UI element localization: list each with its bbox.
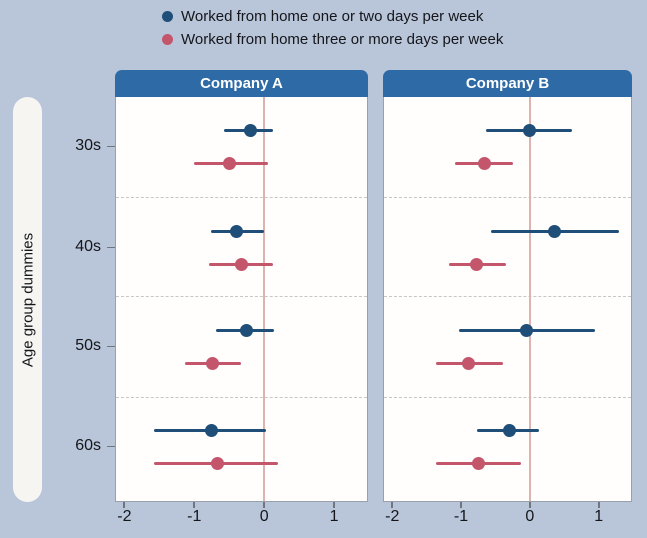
estimate-dot	[470, 257, 484, 271]
estimate-dot	[210, 456, 224, 470]
estimate-dot	[523, 123, 537, 137]
x-tick-mark	[123, 502, 126, 508]
x-tick-mark	[391, 502, 394, 508]
x-tick-mark	[333, 502, 336, 508]
y-tick-mark	[107, 146, 115, 147]
red-dot-icon	[162, 34, 173, 45]
x-tick-label: 1	[594, 508, 604, 525]
estimate-dot	[243, 123, 257, 137]
x-tick-label: 0	[259, 508, 269, 525]
x-tick-mark	[193, 502, 196, 508]
group-separator-line	[384, 397, 631, 398]
estimate-dot	[519, 323, 533, 337]
blue-dot-icon	[162, 11, 173, 22]
estimate-dot	[223, 156, 237, 170]
plot-area-company-b	[383, 97, 632, 502]
group-separator-line	[384, 197, 631, 198]
group-separator-line	[116, 296, 367, 297]
y-tick-label: 50s	[75, 337, 101, 354]
x-tick-label: -2	[117, 508, 132, 525]
legend-label: Worked from home one or two days per wee…	[181, 8, 484, 25]
y-tick-label: 30s	[75, 137, 101, 154]
x-tick-mark	[263, 502, 266, 508]
legend-item-one-two-days: Worked from home one or two days per wee…	[162, 5, 503, 28]
zero-reference-line	[263, 97, 266, 501]
legend-item-three-plus-days: Worked from home three or more days per …	[162, 28, 503, 51]
panel-header-company-b: Company B	[383, 70, 632, 97]
estimate-dot	[472, 456, 486, 470]
estimate-dot	[548, 224, 562, 238]
y-axis-title-pill: Age group dummies	[13, 97, 42, 502]
plot-area-company-a	[115, 97, 368, 502]
y-tick-label: 40s	[75, 238, 101, 255]
y-tick-mark	[107, 247, 115, 248]
y-axis-title: Age group dummies	[19, 232, 36, 367]
y-tick-mark	[107, 346, 115, 347]
x-tick-label: 1	[329, 508, 339, 525]
estimate-dot	[462, 356, 476, 370]
y-tick-mark	[107, 446, 115, 447]
estimate-dot	[477, 156, 491, 170]
panel-header-company-a: Company A	[115, 70, 368, 97]
group-separator-line	[116, 197, 367, 198]
estimate-dot	[205, 356, 219, 370]
legend-label: Worked from home three or more days per …	[181, 31, 504, 48]
zero-reference-line	[528, 97, 531, 501]
estimate-dot	[204, 423, 218, 437]
x-tick-label: -2	[385, 508, 400, 525]
group-separator-line	[384, 296, 631, 297]
x-tick-mark	[460, 502, 463, 508]
x-tick-mark	[597, 502, 600, 508]
legend: Worked from home one or two days per wee…	[162, 5, 503, 51]
x-tick-label: -1	[453, 508, 469, 525]
estimate-dot	[234, 257, 248, 271]
y-tick-label: 60s	[75, 437, 101, 454]
group-separator-line	[116, 397, 367, 398]
x-tick-label: -1	[187, 508, 202, 525]
estimate-dot	[239, 323, 253, 337]
x-tick-mark	[528, 502, 531, 508]
x-tick-label: 0	[525, 508, 535, 525]
estimate-dot	[503, 423, 517, 437]
estimate-dot	[229, 224, 243, 238]
